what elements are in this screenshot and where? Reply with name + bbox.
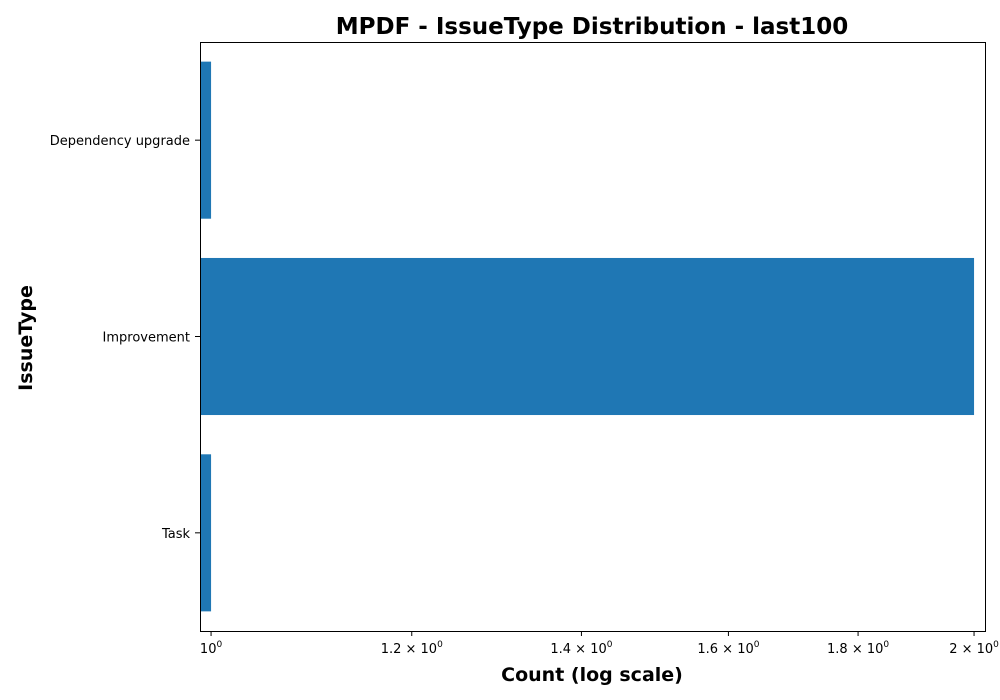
bar-task xyxy=(200,454,211,611)
x-axis-label: Count (log scale) xyxy=(501,664,683,686)
x-tick-label: 100 xyxy=(200,640,223,657)
x-tick-label: 1.2 × 100 xyxy=(381,640,443,657)
x-tick-label: 1.6 × 100 xyxy=(697,640,759,657)
chart-title: MPDF - IssueType Distribution - last100 xyxy=(336,14,848,40)
y-tick-label: Task xyxy=(161,527,191,542)
bar-dependency-upgrade xyxy=(200,62,211,219)
x-tick-label: 2 × 100 xyxy=(949,640,999,657)
y-tick-label: Dependency upgrade xyxy=(50,134,190,149)
x-tick-label: 1.4 × 100 xyxy=(550,640,612,657)
y-tick-label: Improvement xyxy=(103,331,190,346)
y-axis-label: IssueType xyxy=(15,285,37,391)
x-tick-label: 1.8 × 100 xyxy=(827,640,889,657)
x-axis-ticks: 100 1.2 × 100 1.4 × 100 1.6 × 100 1.8 × 100 2… xyxy=(200,631,999,657)
y-axis-ticks: Dependency upgrade Improvement Task xyxy=(50,134,200,542)
bar-improvement xyxy=(200,258,974,415)
